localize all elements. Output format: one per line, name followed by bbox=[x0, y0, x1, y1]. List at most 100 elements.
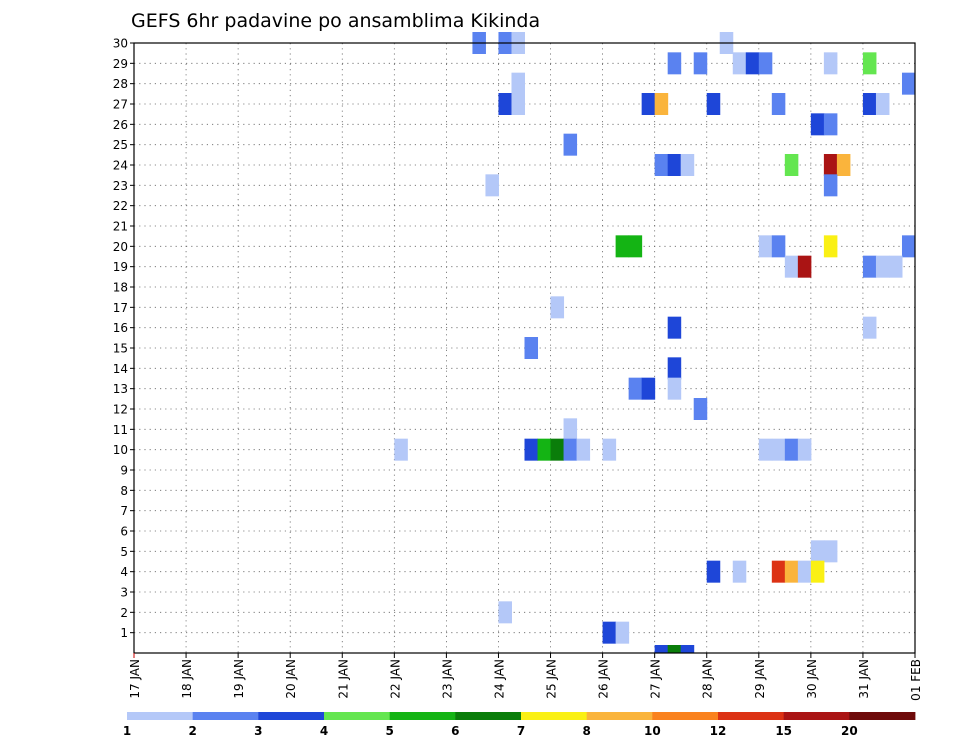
data-cell bbox=[550, 296, 565, 319]
colorbar-label: 6 bbox=[451, 724, 459, 738]
data-cell bbox=[628, 235, 643, 258]
data-cell bbox=[667, 357, 682, 380]
data-cell bbox=[875, 93, 890, 115]
y-tick-label: 29 bbox=[113, 57, 128, 71]
y-tick-label: 6 bbox=[120, 525, 128, 539]
colorbar: 1 2 3 4 5 6 7 8 10 12 15 20 bbox=[123, 712, 916, 738]
x-tick-label: 30 JAN bbox=[805, 659, 819, 699]
y-tick-label: 3 bbox=[120, 586, 128, 600]
data-cell bbox=[797, 255, 812, 278]
colorbar-swatch bbox=[718, 712, 785, 720]
data-cell bbox=[810, 560, 825, 583]
data-cell bbox=[758, 235, 773, 258]
y-tick-label: 7 bbox=[120, 504, 128, 518]
y-tick-label: 1 bbox=[120, 626, 128, 640]
data-cell bbox=[758, 52, 773, 75]
data-cell bbox=[667, 316, 682, 339]
data-cell bbox=[784, 255, 799, 278]
data-cell bbox=[667, 377, 682, 400]
data-cell bbox=[771, 93, 786, 115]
data-cell bbox=[641, 93, 656, 115]
data-cell bbox=[823, 113, 838, 136]
y-tick-label: 11 bbox=[113, 423, 128, 437]
grid-layer bbox=[134, 43, 915, 653]
colorbar-swatch bbox=[849, 712, 916, 720]
x-tick-label: 22 JAN bbox=[388, 659, 402, 699]
data-cell bbox=[602, 621, 617, 644]
x-tick-label: 31 JAN bbox=[857, 659, 871, 699]
colorbar-swatch bbox=[455, 712, 522, 720]
data-cell bbox=[823, 174, 838, 197]
data-cell bbox=[485, 174, 499, 197]
y-tick-label: 30 bbox=[113, 37, 128, 51]
y-tick-label: 5 bbox=[120, 545, 128, 559]
data-cell bbox=[628, 377, 643, 400]
x-tick-label: 26 JAN bbox=[597, 659, 611, 699]
y-tick-label: 8 bbox=[120, 484, 128, 498]
y-tick-label: 27 bbox=[113, 98, 128, 112]
data-cell bbox=[771, 560, 786, 583]
data-cell bbox=[784, 438, 799, 461]
x-tick-label: 01 FEB bbox=[909, 659, 923, 701]
data-cell bbox=[758, 438, 773, 461]
colorbar-swatch bbox=[652, 712, 719, 720]
colorbar-label: 5 bbox=[385, 724, 393, 738]
y-tick-label: 9 bbox=[120, 464, 128, 478]
data-cell bbox=[901, 235, 916, 258]
y-tick-label: 23 bbox=[113, 179, 128, 193]
x-tick-label: 29 JAN bbox=[753, 659, 767, 699]
y-tick-label: 21 bbox=[113, 220, 128, 234]
data-cell bbox=[693, 52, 708, 75]
data-cell bbox=[836, 154, 851, 176]
data-cell bbox=[732, 52, 747, 75]
y-tick-label: 24 bbox=[113, 159, 128, 173]
data-cell bbox=[524, 337, 539, 359]
x-tick-label: 28 JAN bbox=[701, 659, 715, 699]
x-tick-label: 20 JAN bbox=[284, 659, 298, 699]
colorbar-swatch bbox=[783, 712, 850, 720]
colorbar-swatch bbox=[586, 712, 653, 720]
colorbar-label: 7 bbox=[517, 724, 525, 738]
y-tick-label: 16 bbox=[113, 321, 128, 335]
colorbar-label: 4 bbox=[320, 724, 328, 738]
data-cell bbox=[784, 154, 799, 176]
cells-layer bbox=[394, 32, 916, 653]
data-cell bbox=[654, 645, 669, 653]
x-tick-label: 25 JAN bbox=[545, 659, 559, 699]
data-cell bbox=[771, 235, 786, 258]
colorbar-swatch bbox=[192, 712, 259, 720]
x-axis-ticks: 17 JAN 18 JAN 19 JAN 20 JAN 21 JAN 22 JAN 23 J… bbox=[128, 653, 923, 701]
data-cell bbox=[498, 93, 512, 115]
colorbar-swatch bbox=[521, 712, 588, 720]
data-cell bbox=[615, 621, 630, 644]
data-cell bbox=[394, 438, 408, 461]
data-cell bbox=[524, 438, 539, 461]
y-tick-label: 12 bbox=[113, 403, 128, 417]
data-cell bbox=[823, 52, 838, 75]
y-tick-label: 15 bbox=[113, 342, 128, 356]
x-tick-label: 23 JAN bbox=[440, 659, 454, 699]
data-cell bbox=[537, 438, 552, 461]
data-cell bbox=[706, 93, 721, 115]
data-cell bbox=[602, 438, 617, 461]
data-cell bbox=[563, 438, 578, 461]
colorbar-label: 8 bbox=[582, 724, 590, 738]
data-cell bbox=[693, 398, 708, 420]
data-cell bbox=[810, 540, 825, 563]
data-cell bbox=[823, 235, 838, 258]
data-cell bbox=[511, 93, 525, 115]
x-tick-label: 17 JAN bbox=[128, 659, 142, 699]
data-cell bbox=[667, 52, 682, 75]
y-tick-label: 2 bbox=[120, 606, 128, 620]
data-cell bbox=[797, 560, 812, 583]
data-cell bbox=[732, 560, 747, 583]
data-cell bbox=[576, 438, 591, 461]
data-cell bbox=[901, 72, 916, 95]
y-axis-ticks: 1234567891011121314151617181920212223242… bbox=[113, 37, 134, 640]
data-cell bbox=[888, 255, 903, 278]
data-cell bbox=[745, 52, 760, 75]
data-cell bbox=[563, 133, 578, 156]
data-cell bbox=[654, 93, 669, 115]
colorbar-label: 20 bbox=[841, 724, 858, 738]
colorbar-label: 10 bbox=[644, 724, 661, 738]
